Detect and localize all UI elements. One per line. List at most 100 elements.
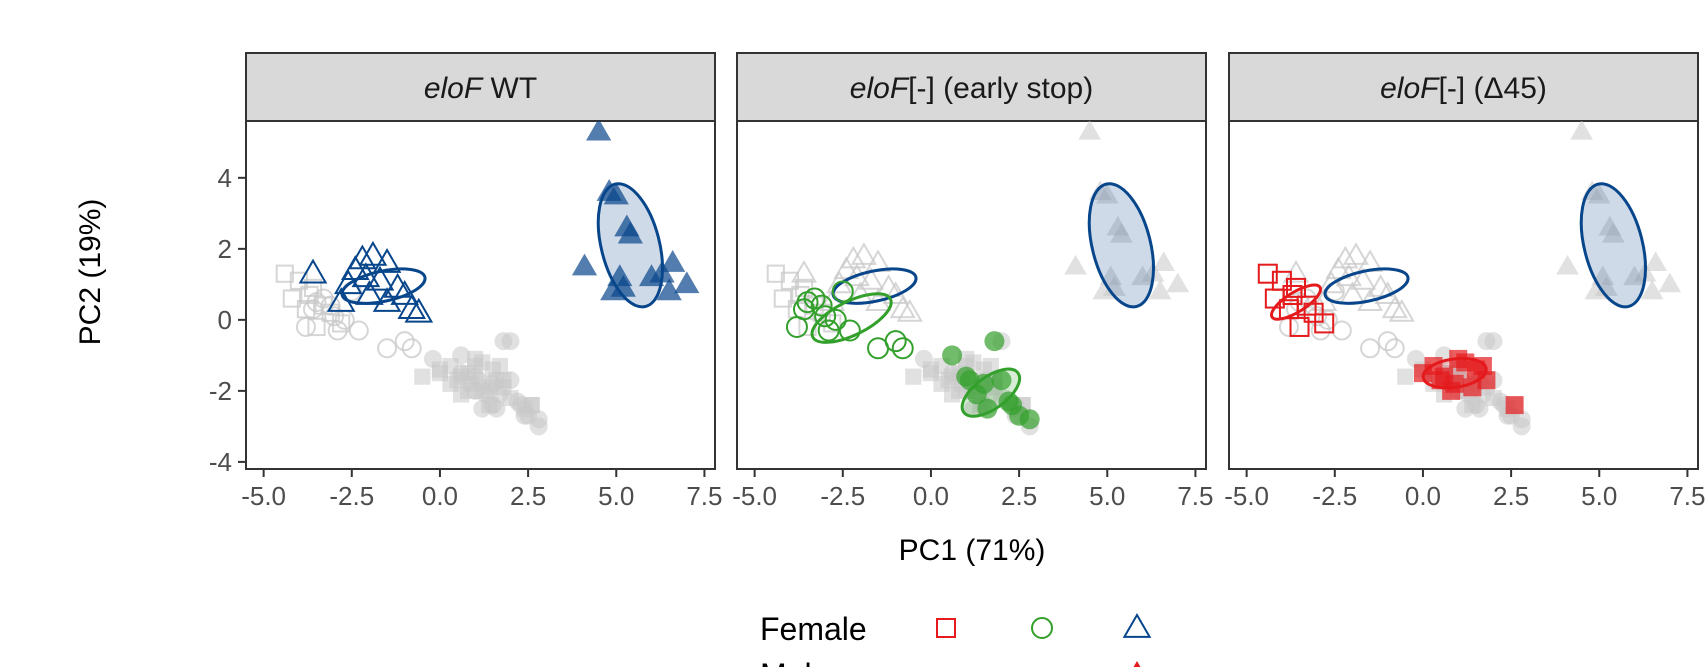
grey-point xyxy=(914,349,933,368)
grey-point xyxy=(1556,254,1579,275)
early_male-point xyxy=(959,370,980,391)
grey-point xyxy=(321,303,340,322)
early_female-point xyxy=(796,291,819,314)
grey-point xyxy=(332,314,351,333)
grey-point xyxy=(296,300,316,319)
wt_female-point xyxy=(298,258,328,284)
wt_female-point xyxy=(404,297,434,323)
facet-strip xyxy=(245,52,716,122)
early_male-point xyxy=(1002,395,1023,416)
x-tick-label: 0.0 xyxy=(422,481,458,511)
grey-point xyxy=(896,299,923,322)
grey-point xyxy=(1166,272,1190,293)
x-tick-label: 2.5 xyxy=(510,481,546,511)
x-tick-label: 2.5 xyxy=(1001,481,1037,511)
grey-point xyxy=(1325,256,1352,280)
early_male-point xyxy=(942,345,963,366)
x-tick-label: 5.0 xyxy=(598,481,634,511)
legend-swatch-triangle xyxy=(1122,612,1152,638)
grey-point xyxy=(1360,338,1381,359)
grey-point xyxy=(773,289,792,308)
facet-strip-title: eloF[-] (early stop) xyxy=(850,72,1093,105)
wt_male-point xyxy=(603,182,629,205)
wt_female-point xyxy=(372,248,402,273)
grey-point xyxy=(889,295,916,319)
facet-panels: eloF WT-5.0 -2.5 0.0 2.5 5.0 7.5-4-2024eloF[-… xyxy=(209,52,1705,511)
grey-point xyxy=(1064,254,1087,275)
wt_male-point xyxy=(674,271,700,294)
facet-strip-title: eloF WT xyxy=(424,72,537,105)
d45_male-point xyxy=(1473,357,1492,376)
wt_male-point xyxy=(571,253,598,276)
x-tick-label: 7.5 xyxy=(686,481,722,511)
early_female-point xyxy=(810,294,833,317)
strip-title-italic: eloF xyxy=(424,72,484,105)
d45_male-point xyxy=(1431,371,1450,390)
d45_male-point xyxy=(1463,378,1482,397)
grey-point xyxy=(1095,183,1119,204)
early_female-point xyxy=(814,305,837,328)
grey-point xyxy=(1602,222,1625,243)
strip-title-rest: WT xyxy=(482,72,537,105)
grey-point xyxy=(1388,299,1415,322)
legend-label: Male xyxy=(760,657,829,667)
grey-point xyxy=(843,263,870,287)
legend: Female Male xyxy=(760,611,1152,667)
d45_male-point xyxy=(1505,396,1524,415)
wt_female-point xyxy=(390,279,420,305)
legend-swatch-circle xyxy=(1031,617,1053,639)
grey-point xyxy=(307,317,326,337)
grey-point xyxy=(491,357,508,375)
x-tick-label: 7.5 xyxy=(1669,481,1705,511)
early_male-point xyxy=(1019,409,1040,430)
grey-point xyxy=(1332,245,1359,269)
grey-point xyxy=(453,386,470,403)
grey-point xyxy=(840,245,867,269)
wt_male-point xyxy=(607,264,633,287)
d45_female-point xyxy=(1257,263,1278,284)
grey-point xyxy=(1110,222,1133,243)
grey-point xyxy=(1587,183,1611,204)
d45_female-point xyxy=(1314,313,1335,334)
grey-point xyxy=(1658,272,1682,293)
d45_male-point xyxy=(1449,349,1468,368)
grey-point xyxy=(1456,399,1475,418)
d45_female-point xyxy=(1278,299,1299,320)
grey-point xyxy=(466,381,485,400)
x-tick-label: -5.0 xyxy=(241,481,286,511)
facet-strip xyxy=(736,52,1207,122)
grey-point xyxy=(833,256,860,280)
grey-point xyxy=(414,368,431,385)
x-tick-label: 5.0 xyxy=(1089,481,1125,511)
x-tick-label: 0.0 xyxy=(913,481,949,511)
legend-swatch-triangle xyxy=(1133,660,1141,667)
wt_female-point xyxy=(326,287,356,312)
x-tick-label: -2.5 xyxy=(820,481,865,511)
grey-point xyxy=(401,338,422,359)
grey-point xyxy=(905,368,922,385)
grey-point xyxy=(1335,263,1362,287)
x-tick-label: 0.0 xyxy=(1405,481,1441,511)
grey-point xyxy=(1307,306,1328,327)
grey-point xyxy=(1644,251,1668,271)
grey-point xyxy=(1512,417,1531,436)
y-tick-label: 4 xyxy=(218,163,232,193)
early_female-point xyxy=(838,319,861,342)
grey-point xyxy=(377,338,398,359)
grey-point xyxy=(1384,338,1405,359)
grey-point xyxy=(944,386,961,403)
grey-point xyxy=(1342,242,1370,265)
grey-point xyxy=(282,289,301,308)
grey-point xyxy=(423,349,442,368)
y-axis-title: PC2 (19%) xyxy=(74,199,107,346)
x-tick-label: 7.5 xyxy=(1177,481,1213,511)
reference-ellipse xyxy=(1579,182,1647,309)
points-layer xyxy=(766,121,1190,436)
d45_female-point xyxy=(1289,316,1310,337)
grey-point xyxy=(1406,349,1425,368)
early_female-point xyxy=(891,337,914,360)
grey-point xyxy=(1148,279,1172,300)
wt_female-point xyxy=(397,294,427,320)
x-tick-label: -2.5 xyxy=(329,481,374,511)
